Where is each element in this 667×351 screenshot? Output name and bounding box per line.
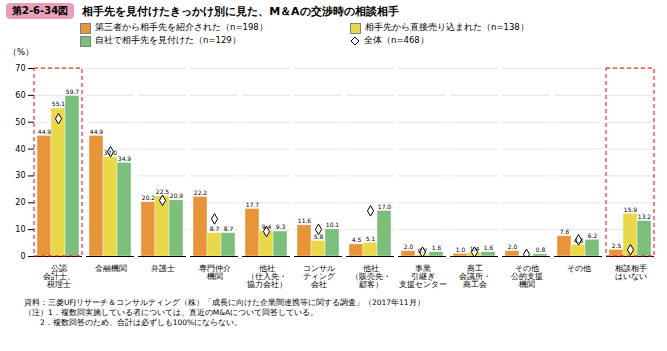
svg-text:10: 10 [15, 225, 25, 234]
html-text:第三者から相手先を紹介された（n=198）: 第三者から相手先を紹介された（n=198） [95, 22, 268, 32]
html-text:相手先を見付けたきっかけ別に見た、M＆Aの交渉時の相談相手: 相手先を見付けたきっかけ別に見た、M＆Aの交渉時の相談相手 [82, 4, 399, 18]
svg-text:8.7: 8.7 [210, 225, 220, 232]
svg-text:10.1: 10.1 [326, 221, 340, 228]
svg-text:1.4: 1.4 [470, 245, 480, 252]
svg-text:商工会議所・商工会: 商工会議所・商工会 [459, 264, 491, 289]
svg-text:4.5: 4.5 [352, 236, 362, 243]
svg-text:20.2: 20.2 [142, 194, 156, 201]
svg-text:その他: その他 [567, 264, 591, 273]
svg-text:0.7: 0.7 [418, 247, 428, 254]
svg-text:9.3: 9.3 [276, 223, 286, 230]
svg-text:11.6: 11.6 [298, 217, 312, 224]
svg-text:20: 20 [15, 198, 25, 207]
svg-text:55.1: 55.1 [52, 100, 66, 107]
svg-text:1.6: 1.6 [484, 244, 494, 251]
svg-text:0.8: 0.8 [536, 246, 546, 253]
svg-text:0: 0 [20, 252, 25, 261]
svg-text:17.7: 17.7 [246, 201, 260, 208]
html-text:相手先から直接売り込まれた（n=138）: 相手先から直接売り込まれた（n=138） [365, 22, 529, 32]
svg-text:6.2: 6.2 [588, 232, 598, 239]
svg-text:40: 40 [15, 145, 25, 154]
svg-text:他社（販売先・顧客）: 他社（販売先・顧客） [351, 264, 391, 289]
svg-text:50: 50 [15, 118, 25, 127]
svg-text:17.0: 17.0 [378, 203, 392, 210]
svg-text:8.7: 8.7 [224, 225, 234, 232]
svg-text:他社（仕入先・協力会社）: 他社（仕入先・協力会社） [247, 264, 287, 289]
html-text:2．複数回答のため、合計は必ずしも100%にならない。: 2．複数回答のため、合計は必ずしも100%にならない。 [24, 318, 243, 327]
svg-text:15.9: 15.9 [624, 206, 638, 213]
svg-text:60: 60 [15, 91, 25, 100]
html-text:全体（n=468）: 全体（n=468） [364, 35, 429, 45]
svg-text:相談相手はいない: 相談相手はいない [615, 264, 647, 281]
svg-text:30: 30 [15, 171, 25, 180]
svg-text:弁護士: 弁護士 [151, 264, 175, 273]
svg-text:1.6: 1.6 [432, 244, 442, 251]
html-text:第2-6-34図: 第2-6-34図 [12, 5, 69, 16]
svg-text:20.9: 20.9 [170, 192, 184, 199]
svg-text:34.9: 34.9 [118, 155, 132, 162]
svg-text:金融機関: 金融機関 [95, 264, 127, 273]
svg-text:事業引継ぎ支援センター: 事業引継ぎ支援センター [399, 264, 447, 289]
svg-text:70: 70 [15, 64, 25, 73]
svg-text:2.5: 2.5 [612, 242, 622, 249]
html-text:資料：三菱UFJリサーチ＆コンサルティング（株）「成長に向け: 資料：三菱UFJリサーチ＆コンサルティング（株）「成長に向けた企業間連携等に関す… [24, 298, 425, 307]
svg-text:44.9: 44.9 [38, 128, 52, 135]
svg-text:2.0: 2.0 [404, 243, 414, 250]
svg-text:2.0: 2.0 [508, 243, 518, 250]
html-text:（注）1．複数回実施している者については、直近のM&Aについ: （注）1．複数回実施している者については、直近のM&Aについて回答している。 [24, 308, 319, 317]
svg-text:22.2: 22.2 [194, 189, 208, 196]
svg-text:5.8: 5.8 [314, 233, 324, 240]
svg-text:その他公的支援機関: その他公的支援機関 [511, 264, 543, 289]
svg-text:9.4: 9.4 [262, 223, 272, 230]
svg-text:13.2: 13.2 [638, 213, 652, 220]
svg-text:7.6: 7.6 [560, 228, 570, 235]
html-text:自社で相手先を見付けた（n=129）: 自社で相手先を見付けた（n=129） [95, 35, 241, 45]
svg-text:59.7: 59.7 [66, 88, 80, 95]
svg-text:専門仲介機関: 専門仲介機関 [199, 264, 231, 281]
svg-text:4.3: 4.3 [574, 237, 584, 244]
svg-text:コンサルティング会社: コンサルティング会社 [303, 264, 336, 289]
svg-text:44.9: 44.9 [90, 128, 104, 135]
svg-text:22.5: 22.5 [156, 188, 170, 195]
svg-text:37.0: 37.0 [104, 149, 118, 156]
svg-text:1.0: 1.0 [456, 246, 466, 253]
svg-text:5.1: 5.1 [366, 235, 376, 242]
svg-text:公認会計士、税理士: 公認会計士、税理士 [43, 264, 75, 289]
